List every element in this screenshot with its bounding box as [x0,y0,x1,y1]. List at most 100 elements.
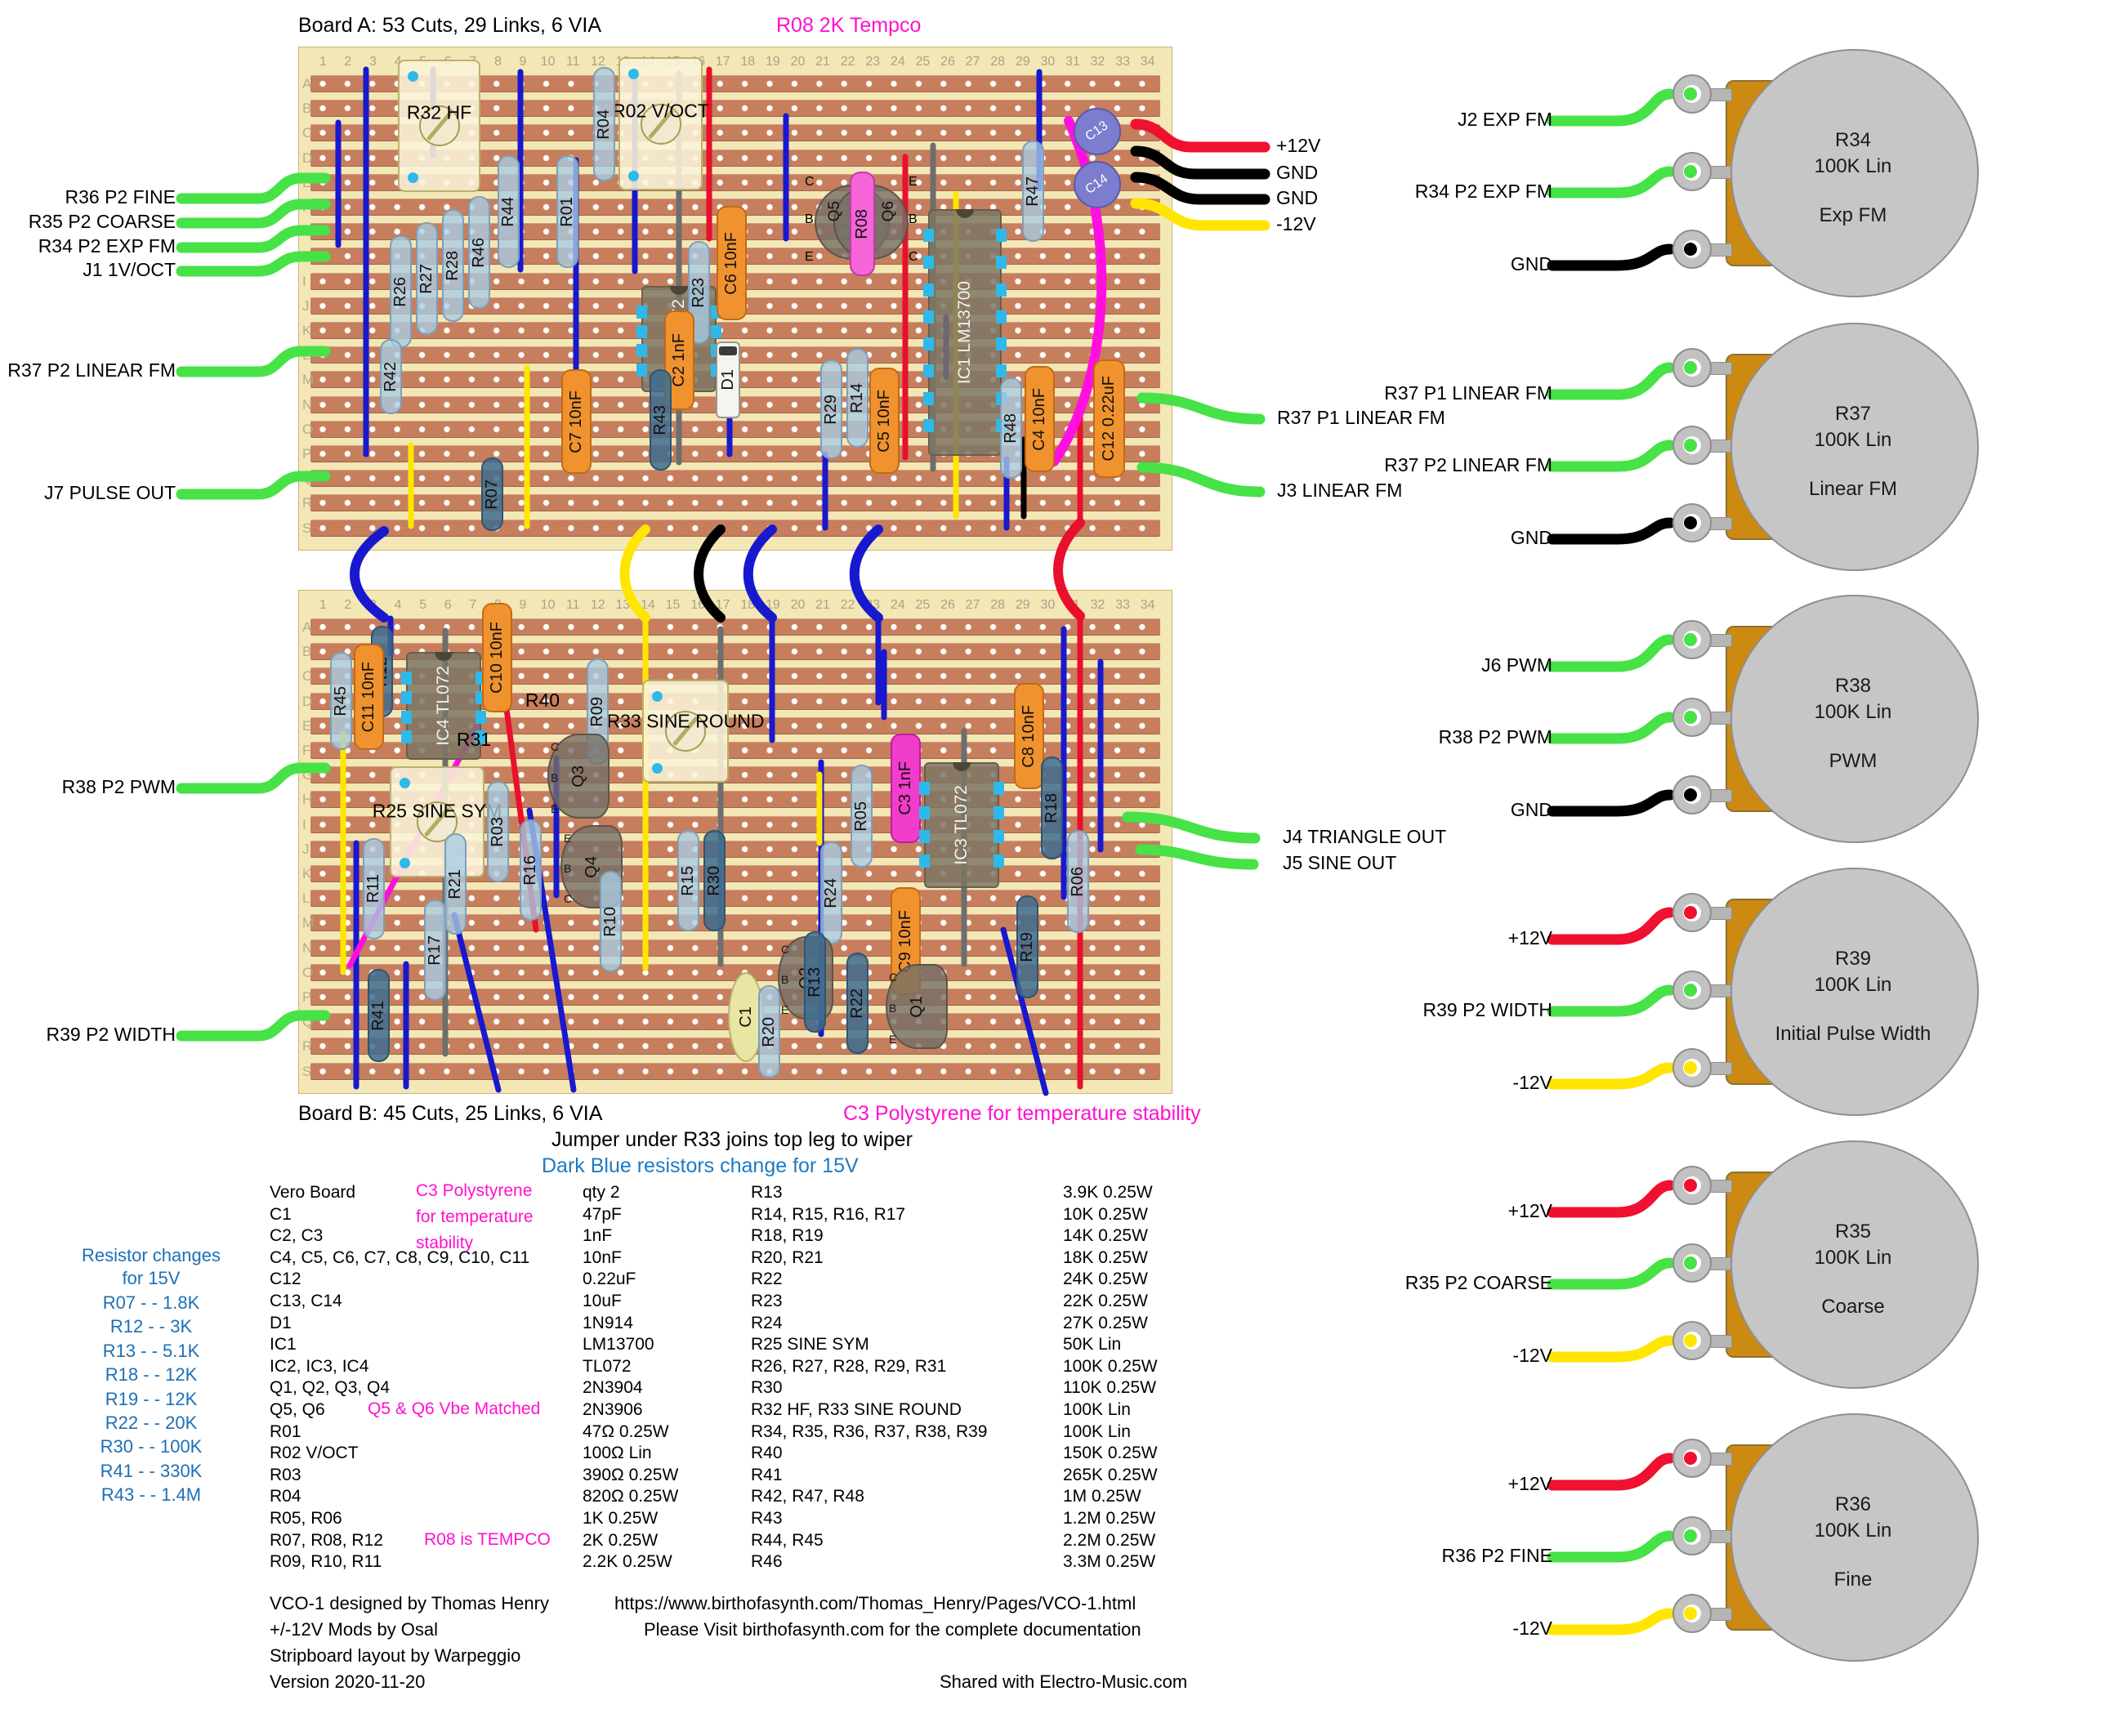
ic-pin [996,364,1007,378]
trimmer-screw [418,105,460,146]
pot-wire-label: -12V [1512,1072,1552,1093]
transistor-pin-label: E [551,802,559,815]
pot-lug-wire [1547,1062,1676,1090]
bom-cell: 10K 0.25W [1063,1204,1148,1224]
column-number: 9 [519,55,527,69]
pin-label: B [909,212,918,226]
column-number: 28 [990,598,1006,612]
bom-cell: Q1, Q2, Q3, Q4 [270,1378,391,1398]
component-label: R01 [558,196,576,227]
trimmer-pin [628,69,639,79]
column-number: 15 [665,598,681,612]
pot-lug-wire [1547,984,1676,1017]
component-r32-hf: R32 HF [398,60,480,192]
component-label: R06 [1069,866,1087,897]
q5-label: Q5 [826,201,843,222]
component-label: R09 [588,696,606,727]
component-label: C11 10nF [359,661,377,733]
column-number: 20 [790,598,806,612]
pot-wire-label: R34 P2 EXP FM [1414,181,1552,202]
component-r19: R19 [1016,895,1038,998]
wire-label: -12V [1276,213,1316,234]
pin-label: C [805,175,815,189]
ic-pin [711,324,721,338]
bom-cell: R20, R21 [751,1247,824,1267]
bom-cell: R43 [751,1509,783,1528]
pot-wire-label: R35 P2 COARSE [1404,1272,1552,1293]
bom-cell: R44, R45 [751,1530,824,1550]
ic-pin [923,310,934,324]
column-number: 25 [915,55,931,69]
resistor-change-item: R30 - - 100K [100,1436,203,1457]
pot-r37-value: 100K Lin [1814,429,1892,451]
wire-label: J3 LINEAR FM [1277,480,1403,501]
lug-wire-dot [1683,361,1697,374]
pot-r38-name: R38 [1834,675,1872,697]
bom-cell: C2, C3 [270,1226,324,1246]
resistor-changes-title: for 15V [122,1268,181,1288]
component-r04: R04 [593,67,615,181]
wire-label: R37 P2 LINEAR FM [7,359,176,381]
pot-wire-label: GND [1510,799,1552,820]
component-label: R15 [679,865,697,896]
component-r01: R01 [556,155,578,268]
component-c13: C13 [1074,108,1121,155]
component-label: Q4 [582,855,601,878]
wire-label: J1 1V/OCT [83,259,176,280]
pot-lug-wire [1547,1335,1676,1363]
component-label: C10 10nF [488,622,506,694]
component-label: C9 10nF [896,909,914,973]
trimmer-pin [408,71,418,82]
pot-r39 [1730,868,1979,1116]
bom-cell: R26, R27, R28, R29, R31 [751,1356,947,1376]
pot-r36 [1730,1413,1979,1662]
column-number: 8 [493,55,502,69]
component-r30: R30 [703,830,726,931]
ic-pin [919,830,930,843]
component-label: R04 [595,109,613,140]
pot-r35-function: Coarse [1821,1296,1885,1318]
bom-cell: IC2, IC3, IC4 [270,1356,369,1376]
ic-pin [923,364,934,378]
lug-wire-dot [1683,243,1697,256]
bom-cell: R24 [751,1313,783,1332]
column-number: 26 [940,55,955,69]
component-label: R27 [418,263,435,294]
pot-r37 [1730,323,1979,571]
component-label: R07 [483,479,501,510]
copper-strip [310,643,1160,661]
row-letter: P [302,989,312,1005]
component-label: R22 [848,988,866,1019]
bom-cell: LM13700 [583,1335,654,1354]
transistor-pin-label: B [889,1002,897,1015]
pot-r37-lug [1672,348,1712,387]
column-number: 34 [1140,598,1155,612]
bom-cell: 150K 0.25W [1063,1444,1158,1463]
bom-cell: 820Ω 0.25W [583,1487,679,1506]
bom-cell: R03 [270,1465,301,1484]
trimmer-pin [400,778,410,788]
component-r29: R29 [820,359,842,459]
row-letter: F [302,743,311,758]
bom-cell: R46 [751,1552,783,1572]
column-number: 23 [865,55,881,69]
wire-label: J4 TRIANGLE OUT [1283,826,1447,847]
component-label: C4 10nF [1030,387,1048,451]
column-number: 29 [1015,598,1030,612]
bom-note: R08 is TEMPCO [424,1530,551,1549]
column-number: 30 [1040,598,1056,612]
pot-r35-name: R35 [1834,1221,1872,1243]
lug-wire-dot [1683,1452,1697,1465]
ic-pin [401,730,412,743]
ic-pin [923,283,934,297]
pot-r39-lug [1672,971,1712,1010]
component-label: C13 [1083,118,1111,144]
row-letter: L [302,347,310,364]
bom-cell: 3.3M 0.25W [1063,1552,1156,1572]
column-number: 3 [369,55,377,69]
component-label: R03 [489,816,507,847]
ic-notch [435,652,453,661]
ic-pin [996,283,1007,297]
copper-strip [310,618,1160,636]
bom-cell: TL072 [583,1356,632,1376]
